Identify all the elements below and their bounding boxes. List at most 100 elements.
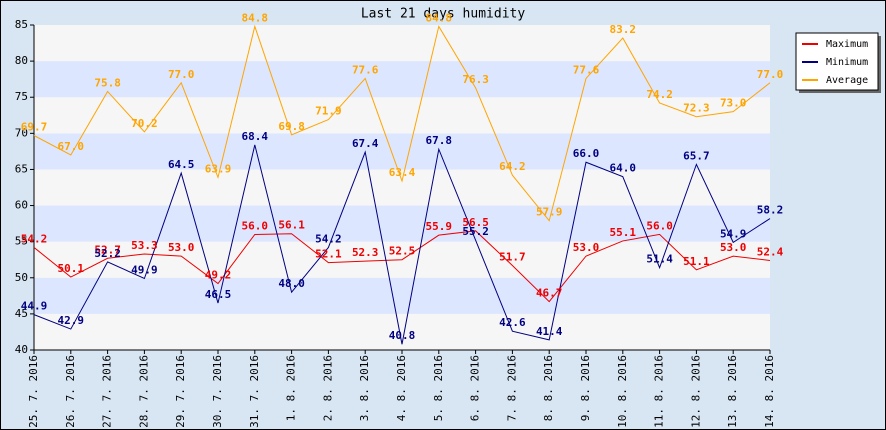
value-label: 46.5 [205,288,232,301]
x-tick-label: 5. 8. 2016 [432,355,445,421]
value-label: 49.9 [131,264,158,277]
x-tick-label: 8. 8. 2016 [542,355,555,421]
x-tick-label: 14. 8. 2016 [763,355,776,428]
value-label: 53.0 [168,241,195,254]
value-label: 64.2 [499,160,526,173]
x-tick-label: 6. 8. 2016 [469,355,482,421]
value-label: 65.7 [683,149,710,162]
y-tick-label: 85 [15,18,28,31]
x-tick-label: 13. 8. 2016 [726,355,739,428]
value-label: 84.8 [242,11,269,24]
value-label: 77.0 [757,68,784,81]
value-label: 76.3 [462,73,489,86]
value-label: 55.9 [426,220,453,233]
value-label: 52.2 [94,247,121,260]
value-label: 52.4 [757,245,784,258]
value-label: 53.3 [131,239,158,252]
value-label: 77.0 [168,68,195,81]
value-label: 55.2 [462,225,489,238]
value-label: 42.6 [499,316,526,329]
value-label: 54.2 [21,232,48,245]
value-label: 77.6 [352,63,379,76]
x-tick-label: 1. 8. 2016 [285,355,298,421]
value-label: 84.8 [426,11,453,24]
chart-title: Last 21 days humidity [361,7,526,22]
grid-band [34,169,770,206]
value-label: 63.4 [389,166,416,179]
x-tick-label: 30. 7. 2016 [211,355,224,428]
value-label: 51.7 [499,251,526,264]
value-label: 55.1 [610,226,637,239]
x-tick-label: 2. 8. 2016 [321,355,334,421]
series-line [33,144,771,345]
value-label: 52.7 [94,243,121,256]
value-label: 72.3 [683,102,710,115]
grid-band [34,25,770,62]
x-tick-label: 31. 7. 2016 [248,355,261,428]
x-tick-label: 26. 7. 2016 [64,355,77,428]
value-label: 56.0 [646,219,673,232]
value-label: 64.0 [610,162,637,175]
value-label: 67.0 [58,140,85,153]
y-tick-label: 65 [15,162,28,175]
value-label: 51.4 [646,253,673,266]
value-label: 64.5 [168,158,195,171]
value-label: 66.0 [573,147,600,160]
value-label: 63.9 [205,162,232,175]
x-tick-label: 29. 7. 2016 [174,355,187,428]
value-label: 77.6 [573,63,600,76]
series-line [33,24,771,222]
value-label: 83.2 [610,23,637,36]
value-label: 67.4 [352,137,379,150]
legend-label: Maximum [826,39,868,50]
value-label: 71.9 [315,105,342,118]
x-tick-label: 25. 7. 2016 [27,355,40,428]
y-tick-label: 55 [15,235,28,248]
value-label: 58.2 [757,204,784,217]
y-tick-label: 50 [15,271,28,284]
value-label: 48.0 [278,277,305,290]
value-label: 50.1 [58,262,85,275]
value-label: 41.4 [536,325,563,338]
x-tick-label: 10. 8. 2016 [616,355,629,428]
value-label: 70.2 [131,117,158,130]
value-label: 56.0 [242,219,269,232]
value-label: 73.0 [720,97,747,110]
legend-label: Minimum [826,57,868,68]
value-label: 69.7 [21,121,48,134]
x-tick-label: 27. 7. 2016 [101,355,114,428]
value-label: 74.2 [646,88,673,101]
value-label: 52.5 [389,245,416,258]
value-label: 52.1 [315,248,342,261]
value-label: 44.9 [21,300,48,313]
y-tick-label: 45 [15,307,28,320]
value-label: 57.9 [536,206,563,219]
grid-band [34,133,770,170]
value-label: 68.4 [242,130,269,143]
value-label: 49.2 [205,269,232,282]
x-tick-label: 7. 8. 2016 [505,355,518,421]
value-label: 56.1 [278,219,305,232]
value-label: 52.3 [352,246,379,259]
legend-label: Average [826,75,868,86]
value-label: 67.8 [426,134,453,147]
grid-band [34,277,770,314]
value-label: 54.9 [720,227,747,240]
value-label: 75.8 [94,76,121,89]
x-tick-label: 28. 7. 2016 [137,355,150,428]
value-label: 69.8 [278,120,305,133]
y-tick-label: 60 [15,199,28,212]
y-tick-label: 80 [15,54,28,67]
x-tick-label: 4. 8. 2016 [395,355,408,421]
x-tick-label: 9. 8. 2016 [579,355,592,421]
value-label: 51.1 [683,255,710,268]
grid-band [34,205,770,242]
value-label: 56.5 [462,216,489,229]
grid-band [34,61,770,98]
value-label: 53.0 [573,241,600,254]
x-tick-label: 12. 8. 2016 [689,355,702,428]
value-label: 54.2 [315,232,342,245]
value-label: 46.7 [536,287,563,300]
